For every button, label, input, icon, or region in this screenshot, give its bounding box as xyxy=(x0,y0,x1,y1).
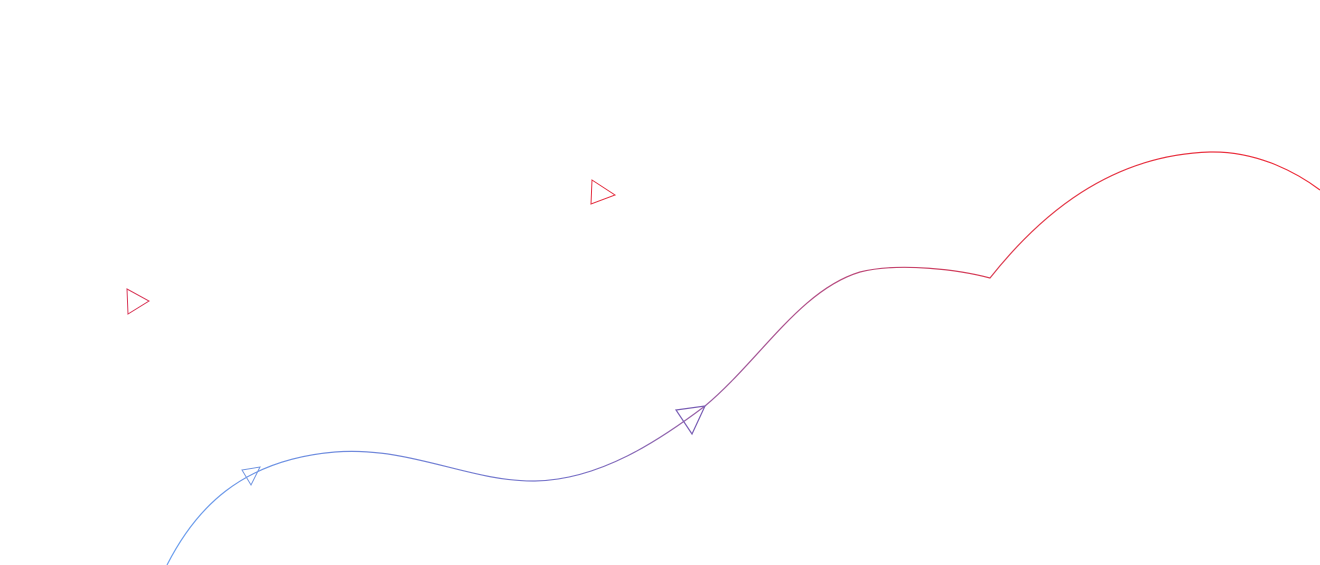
arrow-large xyxy=(674,405,707,436)
arrow-red-1 xyxy=(590,179,617,205)
flight-path xyxy=(166,151,1320,565)
arrow-small xyxy=(241,466,261,487)
arrow-red-2 xyxy=(126,288,150,315)
